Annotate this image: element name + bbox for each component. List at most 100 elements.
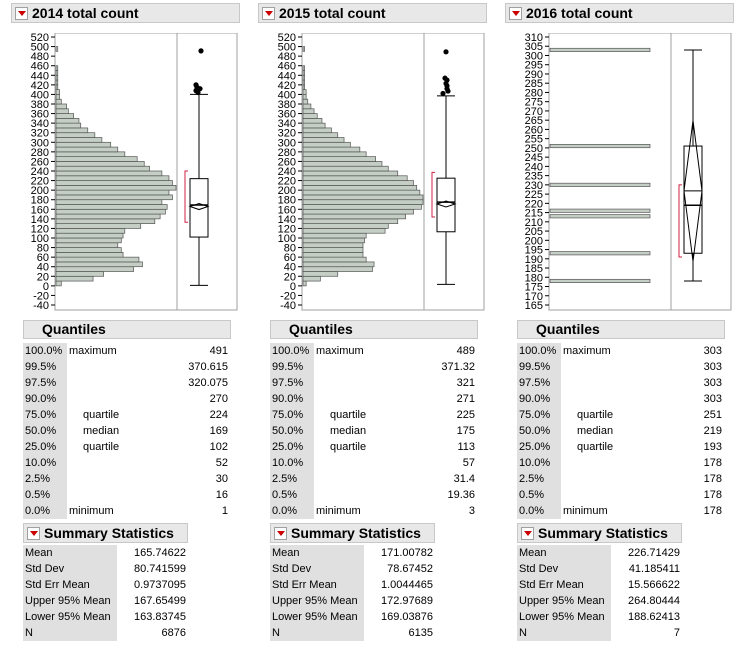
axis-tick-label: 265 [525,115,543,127]
summary-value: 6135 [408,627,433,639]
axis-tick-label: 400 [278,89,296,101]
quantile-value: 271 [456,393,475,405]
quantile-value: 321 [456,377,475,389]
quantile-row: 75.0% quartile 251 [517,407,722,423]
axis-tick-label: 245 [525,152,543,164]
quantile-value: 16 [215,489,228,501]
report-header[interactable]: 2016 total count [505,3,734,23]
axis-tick-label: 295 [525,60,543,72]
histogram-bar [55,275,94,282]
summary-row: Std Dev 80.741599 [23,561,186,577]
axis-tick-label: 340 [278,118,296,130]
histogram-bar [55,46,59,52]
histogram-bar [55,74,59,81]
histogram-bar [55,70,59,76]
quantile-row: 0.5% 178 [517,487,722,503]
axis-tick-label: -40 [280,300,296,311]
summary-value: 188.62413 [628,611,680,623]
axis-tick-label: 220 [278,176,296,188]
quantile-percent: 99.5% [23,359,67,375]
summary-title: Summary Statistics [538,525,668,541]
quantile-value: 30 [215,473,228,485]
quantile-row: 2.5% 178 [517,471,722,487]
red-triangle-menu-icon[interactable] [509,6,522,20]
quantile-value: 219 [703,425,722,437]
quantiles-header[interactable]: Quantiles [23,320,231,339]
shortest-half-bracket [678,184,682,258]
histogram-bar [549,47,651,52]
histogram-bar [302,65,305,71]
red-triangle-menu-icon[interactable] [15,6,28,20]
histogram-bar [55,242,119,248]
quantile-percent: 50.0% [23,423,67,439]
summary-row: Mean 226.71429 [517,545,680,561]
summary-label: N [517,625,611,641]
axis-tick-label: 500 [278,42,296,54]
histogram-bar [302,132,339,138]
quantiles-header[interactable]: Quantiles [517,320,725,339]
histogram-bar [55,271,104,277]
report-header[interactable]: 2014 total count [11,3,240,23]
histogram-bar [302,84,305,90]
quantile-value: 225 [456,409,475,421]
axis-tick-label: 280 [525,87,543,99]
histogram-bar [302,98,309,105]
axis-tick-label: 100 [278,233,296,245]
quantile-row: 0.0% minimum 1 [23,503,228,519]
shortest-half-bracket [184,170,188,223]
quantile-row: 50.0% median 169 [23,423,228,439]
quantiles-header[interactable]: Quantiles [270,320,478,339]
quantile-percent: 99.5% [270,359,314,375]
histogram-bar [55,204,168,210]
quantile-row: 0.0% minimum 3 [270,503,475,519]
axis-tick-label: 235 [525,171,543,183]
axis-tick-label: 285 [525,78,543,90]
summary-row: Lower 95% Mean 163.83745 [23,609,186,625]
summary-statistics-header[interactable]: Summary Statistics [270,523,435,543]
histogram-bar [55,165,150,172]
histogram-bar [55,185,177,191]
histogram-bar [55,280,62,287]
quantile-row: 0.5% 16 [23,487,228,503]
quantile-row: 75.0% quartile 225 [270,407,475,423]
histogram-bar [302,122,326,129]
summary-value: 80.741599 [134,563,186,575]
axis-tick-label: 320 [31,128,49,140]
histogram-bar [302,74,305,81]
histogram-bar [55,266,134,272]
quantile-value: 303 [703,345,722,357]
summary-label: Lower 95% Mean [517,609,611,625]
summary-statistics-header[interactable]: Summary Statistics [23,523,188,543]
histogram-bar [302,204,422,210]
histogram-bar [55,170,163,177]
histogram-bar [55,261,143,268]
histogram-bar [55,223,142,229]
quantile-row: 50.0% median 219 [517,423,722,439]
axis-tick-label: 160 [31,204,49,216]
axis-tick-label: 305 [525,41,543,53]
quantile-value: 3 [468,505,475,517]
histogram-bar [55,247,122,253]
plot-frame [548,33,732,311]
red-triangle-menu-icon[interactable] [274,526,287,540]
axis-tick-label: 420 [278,80,296,92]
red-triangle-menu-icon[interactable] [27,526,40,540]
summary-statistics-header[interactable]: Summary Statistics [517,523,682,543]
outlier-point [442,75,448,81]
axis-tick-label: 80 [284,243,296,255]
summary-row: Lower 95% Mean 169.03876 [270,609,433,625]
summary-value: 165.74622 [134,547,186,559]
red-triangle-menu-icon[interactable] [521,526,534,540]
histogram-bar [302,103,312,110]
quantile-percent: 2.5% [270,471,314,487]
summary-row: Upper 95% Mean 167.65499 [23,593,186,609]
histogram-bar [55,89,60,95]
quantile-row: 10.0% 57 [270,455,475,471]
quantile-value: 31.4 [453,473,475,485]
axis-tick-label: 360 [31,109,49,121]
red-triangle-menu-icon[interactable] [262,6,275,20]
quantile-row: 10.0% 52 [23,455,228,471]
histogram-bar [55,141,112,148]
quantile-value: 178 [703,505,722,517]
report-header[interactable]: 2015 total count [258,3,487,23]
